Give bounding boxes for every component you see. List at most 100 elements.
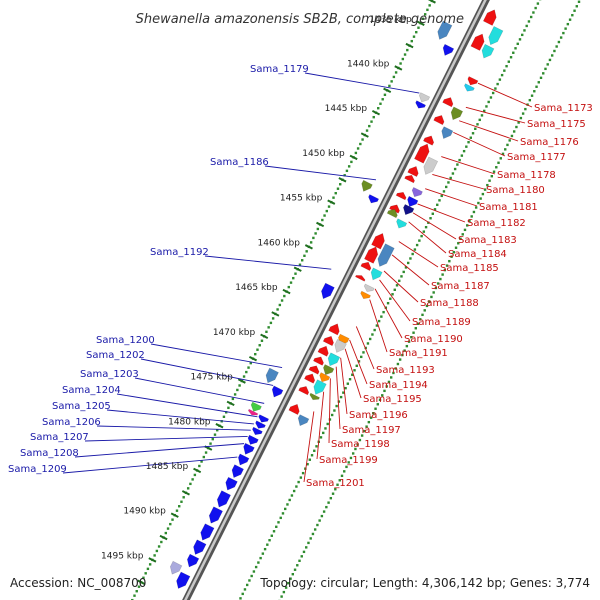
track-dot <box>448 259 451 263</box>
gene-label-left[interactable]: Sama_1209 <box>8 464 67 475</box>
track-dot <box>222 415 226 418</box>
scale-tick <box>405 42 414 49</box>
track-dot <box>365 129 369 132</box>
gene-label-right[interactable]: Sama_1175 <box>527 119 586 130</box>
track-dot <box>322 431 325 435</box>
track-dot <box>453 167 457 171</box>
track-dot <box>340 474 344 478</box>
gene-arrow <box>308 365 320 375</box>
track-dot <box>517 121 520 124</box>
track-dot <box>142 576 145 579</box>
gene-label-right[interactable]: Sama_1191 <box>389 348 448 359</box>
gene-label-right[interactable]: Sama_1199 <box>319 455 378 466</box>
track-dot <box>249 361 252 365</box>
gene-arrow <box>200 523 215 541</box>
track-dot <box>254 352 257 356</box>
gene-label-left[interactable]: Sama_1192 <box>150 247 209 258</box>
gene-label-left[interactable]: Sama_1200 <box>96 335 155 346</box>
track-dot <box>336 187 340 190</box>
track-dot <box>324 427 327 430</box>
gene-arrow <box>193 539 207 555</box>
gene-label-right[interactable]: Sama_1180 <box>486 185 545 196</box>
scale-label: 1465 kbp <box>235 283 278 293</box>
gene-label-left[interactable]: Sama_1207 <box>30 432 89 443</box>
track-dot <box>399 62 402 65</box>
gene-label-right[interactable]: Sama_1181 <box>479 202 538 213</box>
track-dot <box>148 563 152 566</box>
gene-label-right[interactable]: Sama_1176 <box>520 137 579 148</box>
track-dot <box>303 254 306 257</box>
gene-arrow <box>313 356 324 366</box>
gene-label-right[interactable]: Sama_1188 <box>420 298 479 309</box>
gene-arrow <box>464 83 475 92</box>
gene-features <box>169 9 504 589</box>
scale-label: 1470 kbp <box>213 328 256 338</box>
gene-label-right[interactable]: Sama_1193 <box>376 365 435 376</box>
track-dot <box>356 443 359 446</box>
gene-label-right[interactable]: Sama_1178 <box>497 170 556 181</box>
track-dot <box>412 35 416 38</box>
track-dot <box>263 547 267 551</box>
track-dot <box>238 384 241 387</box>
track-dot <box>489 96 493 99</box>
track-dot <box>498 78 502 81</box>
track-dot <box>544 67 547 71</box>
gene-arrow <box>247 434 259 445</box>
gene-label-right[interactable]: Sama_1194 <box>369 380 428 391</box>
track-dot <box>153 554 156 557</box>
gene-label-right[interactable]: Sama_1183 <box>458 235 517 246</box>
scale-tick <box>416 20 425 26</box>
track-dot <box>451 172 455 175</box>
gene-label-right[interactable]: Sama_1185 <box>440 263 499 274</box>
gene-label-right[interactable]: Sama_1182 <box>467 218 526 229</box>
gene-label-right[interactable]: Sama_1195 <box>363 394 422 405</box>
track-dot <box>401 353 404 357</box>
gene-arrow <box>334 338 347 353</box>
gene-label-right[interactable]: Sama_1190 <box>404 334 463 345</box>
gene-arrow <box>328 323 340 336</box>
track-dot <box>476 123 479 126</box>
gene-label-right[interactable]: Sama_1196 <box>349 410 408 421</box>
track-dot <box>555 45 558 48</box>
gene-arrow <box>186 553 200 568</box>
gene-label-right[interactable]: Sama_1198 <box>331 439 390 450</box>
gene-label-left[interactable]: Sama_1203 <box>80 369 139 380</box>
gene-label-left[interactable]: Sama_1206 <box>42 417 101 428</box>
gene-label-left[interactable]: Sama_1205 <box>52 401 111 412</box>
gene-arrow <box>323 364 335 376</box>
gene-label-right[interactable]: Sama_1173 <box>534 103 593 114</box>
gene-arrow <box>321 282 335 300</box>
genome-backbone <box>182 0 490 600</box>
scale-label: 1495 kbp <box>101 551 144 561</box>
gene-label-left[interactable]: Sama_1202 <box>86 350 145 361</box>
gene-label-left[interactable]: Sama_1186 <box>210 157 269 168</box>
gene-label-right[interactable]: Sama_1184 <box>448 249 507 260</box>
gene-arrow <box>247 408 259 416</box>
gene-arrow <box>243 442 255 455</box>
gene-label-left[interactable]: Sama_1208 <box>20 448 79 459</box>
track-dot <box>368 337 372 341</box>
track-dot <box>419 318 422 321</box>
track-dot <box>316 523 319 527</box>
track-dot <box>286 503 289 506</box>
leader-line <box>116 393 258 418</box>
gene-label-right[interactable]: Sama_1201 <box>306 478 365 489</box>
gene-label-right[interactable]: Sama_1197 <box>342 425 401 436</box>
gene-arrow <box>237 453 250 466</box>
track-dot <box>296 564 299 567</box>
track-dot <box>271 317 275 320</box>
gene-label-right[interactable]: Sama_1187 <box>431 281 490 292</box>
gene-arrow <box>360 261 372 272</box>
gene-label-right[interactable]: Sama_1189 <box>412 317 471 328</box>
track-dot <box>478 118 481 122</box>
gene-label-left[interactable]: Sama_1204 <box>62 385 121 396</box>
track-dot <box>269 321 273 325</box>
gene-label-right[interactable]: Sama_1177 <box>507 152 566 163</box>
track-dot <box>260 339 264 342</box>
track-dot <box>499 157 502 160</box>
track-dot <box>387 380 391 384</box>
track-dot <box>508 139 511 142</box>
gene-arrow <box>388 204 400 214</box>
track-dot <box>537 81 540 84</box>
gene-label-left[interactable]: Sama_1179 <box>250 64 309 75</box>
